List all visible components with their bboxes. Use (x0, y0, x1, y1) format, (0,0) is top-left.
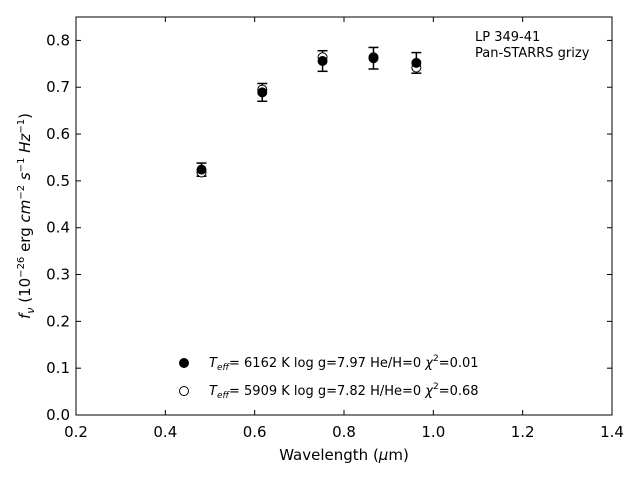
filled-circle-point (317, 56, 328, 67)
y-tick-label: 0.3 (46, 266, 70, 284)
x-tick-label: 1.0 (421, 423, 445, 441)
y-tick-label: 0.4 (46, 219, 70, 237)
y-tick-label: 0.5 (46, 172, 70, 190)
legend: Teff= 6162 K log g=7.97 He/H=0 χ2=0.01 T… (179, 354, 479, 401)
filled-circle-point (368, 53, 379, 64)
x-tick-label: 0.4 (153, 423, 177, 441)
x-tick-label: 0.8 (332, 423, 356, 441)
x-axis-ticks: 0.2 0.4 0.6 0.8 1.0 1.2 1.4 (64, 17, 624, 441)
legend-marker-filled (179, 358, 189, 368)
filled-circle-point (196, 164, 207, 175)
y-tick-label: 0.8 (46, 31, 70, 49)
x-tick-label: 1.2 (511, 423, 535, 441)
annotation-survey: Pan-STARRS grizy (475, 46, 590, 61)
x-axis-label: Wavelength (μm) (279, 446, 409, 464)
filled-circle-point (257, 87, 268, 98)
legend-entry-1: Teff= 6162 K log g=7.97 He/H=0 χ2=0.01 (209, 354, 479, 373)
legend-marker-open (179, 386, 189, 396)
x-tick-label: 0.2 (64, 423, 88, 441)
y-tick-label: 0.1 (46, 359, 70, 377)
y-tick-label: 0.6 (46, 125, 70, 143)
y-axis-ticks: 0.0 0.1 0.2 0.3 0.4 0.5 0.6 0.7 0.8 (46, 31, 612, 424)
y-tick-label: 0.7 (46, 78, 70, 96)
annotation-object: LP 349-41 (475, 30, 540, 45)
data-marks (196, 46, 422, 178)
y-tick-label: 0.2 (46, 312, 70, 330)
legend-entry-2: Teff= 5909 K log g=7.82 H/He=0 χ2=0.68 (209, 382, 479, 401)
x-tick-label: 1.4 (600, 423, 624, 441)
y-axis-label: fν (10−26 erg cm−2 s−1 Hz−1) (16, 113, 37, 319)
y-tick-label: 0.0 (46, 406, 70, 424)
x-tick-label: 0.6 (243, 423, 267, 441)
filled-circle-point (411, 57, 422, 68)
